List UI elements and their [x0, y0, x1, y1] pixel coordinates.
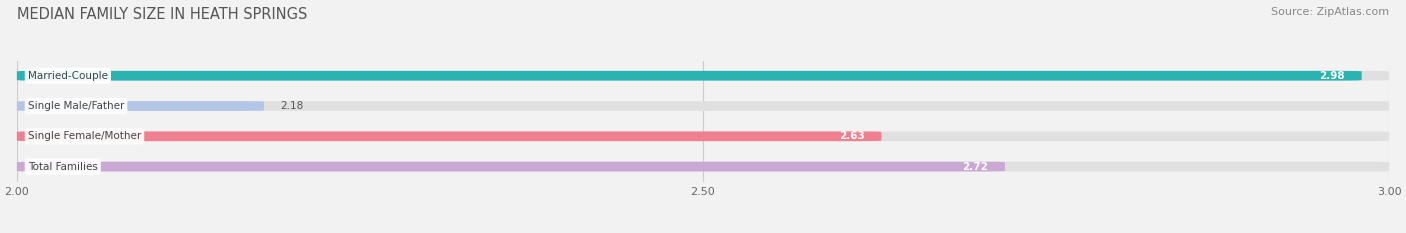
Text: 2.18: 2.18 [280, 101, 304, 111]
Text: 2.63: 2.63 [839, 131, 865, 141]
FancyBboxPatch shape [17, 71, 1389, 81]
Text: 2.72: 2.72 [963, 162, 988, 171]
FancyBboxPatch shape [17, 131, 1389, 141]
FancyBboxPatch shape [17, 162, 1389, 171]
FancyBboxPatch shape [17, 101, 1389, 111]
Text: Single Female/Mother: Single Female/Mother [28, 131, 141, 141]
FancyBboxPatch shape [17, 131, 882, 141]
FancyBboxPatch shape [17, 162, 1005, 171]
Text: Source: ZipAtlas.com: Source: ZipAtlas.com [1271, 7, 1389, 17]
Text: Married-Couple: Married-Couple [28, 71, 108, 81]
Text: Single Male/Father: Single Male/Father [28, 101, 124, 111]
Text: MEDIAN FAMILY SIZE IN HEATH SPRINGS: MEDIAN FAMILY SIZE IN HEATH SPRINGS [17, 7, 308, 22]
FancyBboxPatch shape [17, 71, 1361, 81]
FancyBboxPatch shape [17, 101, 264, 111]
Text: Total Families: Total Families [28, 162, 98, 171]
Text: 2.98: 2.98 [1320, 71, 1346, 81]
